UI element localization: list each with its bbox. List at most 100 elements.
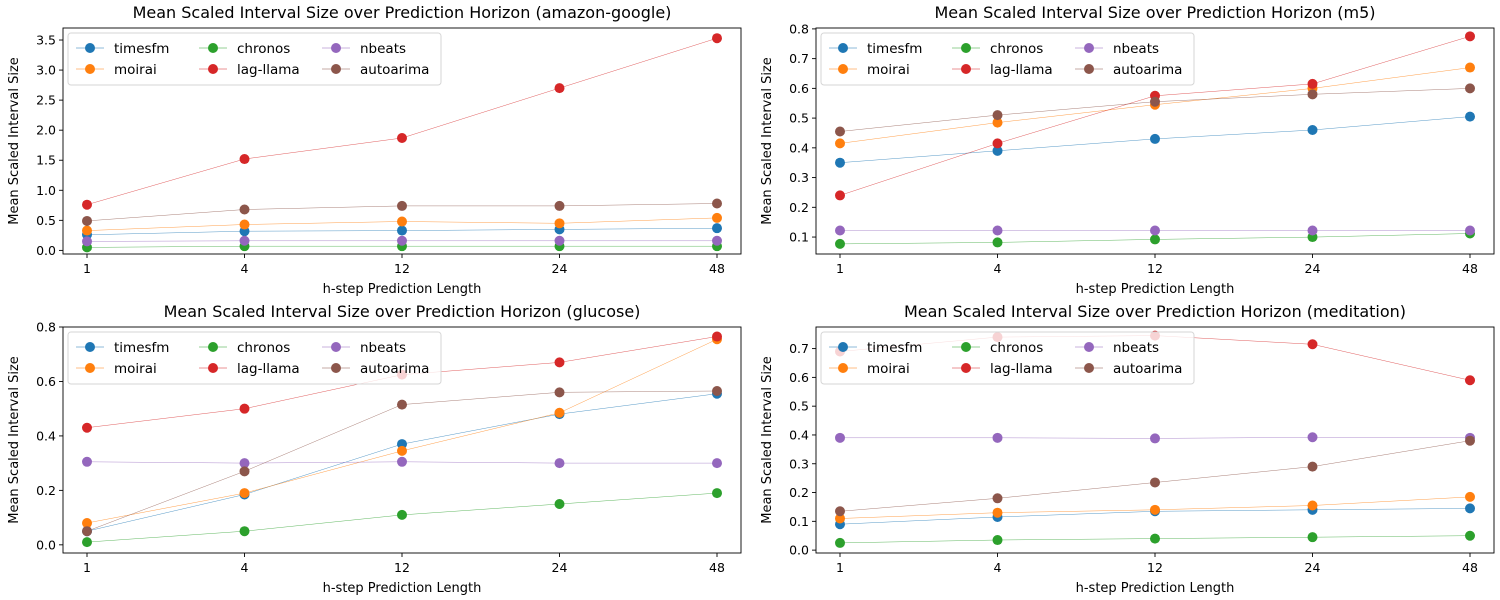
legend-marker-autoarima: [1084, 64, 1094, 74]
data-point-chronos-48: [1465, 530, 1475, 541]
data-point-moirai-4: [239, 488, 250, 499]
legend-marker-moirai: [85, 363, 95, 373]
legend-label-autoarima: autoarima: [1113, 62, 1182, 78]
y-tick-label: 0.6: [36, 374, 56, 389]
legend: timesfm moirai chronos lag-llama nbeats autoa…: [820, 331, 1195, 385]
legend-label-moirai: moirai: [114, 361, 157, 377]
y-axis-label: Mean Scaled Interval Size: [760, 57, 775, 225]
legend-label-chronos: chronos: [990, 340, 1043, 356]
data-point-moirai-24: [554, 218, 565, 229]
data-point-moirai-12: [1150, 504, 1160, 515]
y-tick-label: 0.4: [789, 427, 809, 442]
data-point-nbeats-24: [1307, 432, 1318, 443]
data-point-nbeats-4: [992, 432, 1003, 443]
data-point-lag-llama-24: [1307, 78, 1318, 89]
data-point-autoarima-24: [554, 387, 565, 398]
y-tick-label: 0.0: [36, 243, 56, 258]
legend-marker-nbeats: [1084, 43, 1094, 53]
legend-label-chronos: chronos: [237, 340, 290, 356]
legend-label-autoarima: autoarima: [360, 62, 429, 78]
data-point-nbeats-1: [82, 236, 92, 247]
data-point-moirai-4: [992, 117, 1003, 128]
x-tick-label: 12: [394, 261, 410, 276]
data-point-chronos-24: [554, 498, 565, 509]
legend-label-timesfm: timesfm: [867, 340, 922, 356]
data-point-moirai-1: [82, 518, 92, 529]
data-point-nbeats-48: [712, 458, 722, 469]
y-tick-label: 0.1: [789, 230, 809, 245]
data-point-autoarima-1: [82, 215, 92, 226]
legend-frame: [67, 331, 442, 385]
data-point-lag-llama-24: [554, 357, 565, 368]
chart-title: Mean Scaled Interval Size over Predictio…: [133, 3, 672, 22]
y-tick-label: 0.8: [789, 21, 809, 36]
legend-marker-moirai: [85, 64, 95, 74]
x-tick-label: 24: [552, 560, 568, 575]
x-axis-label: h-step Prediction Length: [323, 581, 482, 596]
data-point-autoarima-1: [835, 126, 845, 137]
legend-marker-chronos: [208, 43, 218, 53]
x-tick-label: 1: [83, 560, 91, 575]
chart-title: Mean Scaled Interval Size over Predictio…: [904, 302, 1406, 321]
data-point-chronos-1: [835, 238, 845, 249]
legend-label-autoarima: autoarima: [1113, 361, 1182, 377]
data-point-autoarima-24: [1307, 89, 1318, 100]
y-axis-label: Mean Scaled Interval Size: [760, 356, 775, 524]
legend-marker-nbeats: [1084, 342, 1094, 352]
data-point-lag-llama-24: [1307, 339, 1318, 350]
x-tick-label: 1: [836, 261, 844, 276]
data-point-chronos-12: [1150, 234, 1160, 245]
x-tick-label: 4: [241, 261, 249, 276]
legend-marker-lag-llama: [961, 363, 971, 373]
data-point-lag-llama-48: [712, 33, 722, 44]
data-point-lag-llama-48: [712, 331, 722, 342]
y-tick-label: 0.7: [789, 51, 809, 66]
y-tick-label: 0.4: [36, 428, 56, 443]
legend-label-moirai: moirai: [867, 62, 910, 78]
x-tick-label: 12: [1147, 261, 1163, 276]
data-point-nbeats-24: [554, 458, 565, 469]
data-point-moirai-12: [397, 216, 407, 227]
data-point-autoarima-48: [712, 385, 722, 396]
data-point-autoarima-48: [1465, 435, 1475, 446]
y-tick-label: 0.7: [789, 341, 809, 356]
data-point-moirai-1: [835, 513, 845, 524]
x-tick-label: 48: [709, 560, 725, 575]
legend-marker-timesfm: [838, 43, 848, 53]
legend-marker-moirai: [838, 64, 848, 74]
data-point-chronos-24: [1307, 532, 1318, 543]
y-tick-label: 0.1: [789, 514, 809, 529]
data-point-nbeats-48: [1465, 225, 1475, 236]
x-tick-label: 4: [994, 560, 1002, 575]
y-tick-label: 0.5: [36, 213, 56, 228]
legend-label-nbeats: nbeats: [1113, 340, 1159, 356]
legend-marker-lag-llama: [961, 64, 971, 74]
data-point-autoarima-12: [397, 200, 407, 211]
data-point-moirai-12: [397, 445, 407, 456]
data-point-chronos-12: [397, 509, 407, 520]
y-tick-label: 2.0: [36, 123, 56, 138]
data-point-nbeats-4: [239, 458, 250, 469]
x-tick-label: 4: [994, 261, 1002, 276]
data-point-nbeats-4: [992, 225, 1003, 236]
data-point-timesfm-48: [712, 223, 722, 234]
data-point-nbeats-24: [554, 235, 565, 246]
y-tick-label: 1.0: [36, 183, 56, 198]
legend-label-moirai: moirai: [114, 62, 157, 78]
data-point-nbeats-12: [1150, 433, 1160, 444]
legend-label-nbeats: nbeats: [360, 41, 406, 57]
data-point-autoarima-4: [239, 204, 250, 215]
x-tick-label: 12: [394, 560, 410, 575]
chart-panel-0: Mean Scaled Interval Size over Predictio…: [7, 3, 742, 297]
y-tick-label: 0.3: [789, 170, 809, 185]
x-axis-label: h-step Prediction Length: [323, 282, 482, 297]
legend-label-chronos: chronos: [990, 41, 1043, 57]
x-tick-label: 12: [1147, 560, 1163, 575]
data-point-timesfm-12: [1150, 133, 1160, 144]
legend-marker-moirai: [838, 363, 848, 373]
data-point-nbeats-4: [239, 235, 250, 246]
y-tick-label: 2.5: [36, 93, 56, 108]
data-point-chronos-12: [1150, 533, 1160, 544]
data-point-nbeats-1: [835, 225, 845, 236]
